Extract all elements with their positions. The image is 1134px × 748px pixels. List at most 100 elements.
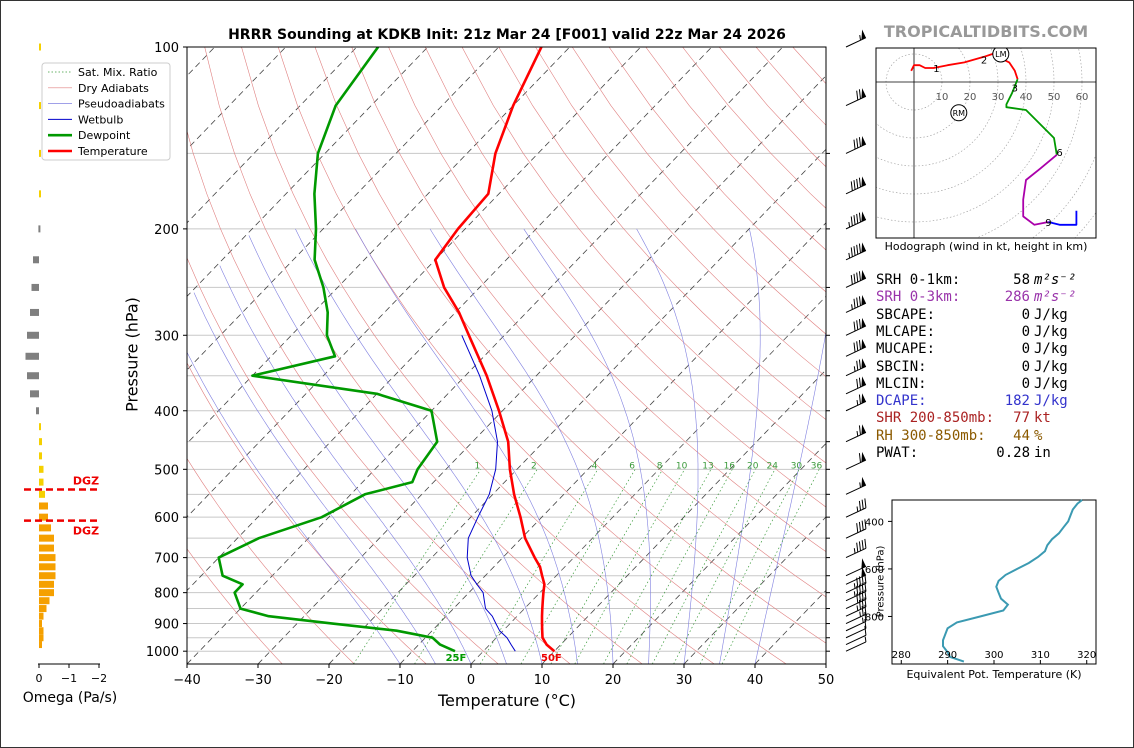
wind-barb-full xyxy=(861,540,864,550)
wind-barb-full xyxy=(850,274,853,285)
wind-barb-full xyxy=(858,453,861,463)
y-tick-label: 400 xyxy=(154,405,179,420)
wind-barb-full xyxy=(856,297,859,308)
hodo-storm-label: LM xyxy=(995,50,1006,59)
theta-e-x-tick-label: 310 xyxy=(1031,650,1050,661)
wind-barb-full xyxy=(853,298,856,309)
wind-barb-half xyxy=(856,506,859,512)
index-label: MLCIN: xyxy=(876,375,927,392)
hodograph-caption: Hodograph (wind in kt, height in km) xyxy=(884,240,1088,253)
y-tick-label: 200 xyxy=(154,223,179,238)
index-label: SBCAPE: xyxy=(876,306,936,323)
pseudoadiabat xyxy=(754,330,826,664)
wind-barb-flag xyxy=(861,558,866,569)
wind-barb xyxy=(845,519,867,539)
dry-adiabat xyxy=(241,47,715,664)
omega-bar xyxy=(39,597,50,605)
y-tick-label: 600 xyxy=(154,511,179,526)
index-value: 0 xyxy=(1021,341,1030,358)
wind-barb xyxy=(845,317,867,336)
hodo-segment xyxy=(1022,154,1058,226)
isotherm xyxy=(187,47,500,371)
wind-barb-full xyxy=(853,321,856,332)
dry-adiabat xyxy=(277,47,787,664)
y-tick-label: 700 xyxy=(154,552,179,567)
isotherm xyxy=(187,47,642,518)
theta-e-y-tick-label: 400 xyxy=(865,517,884,528)
omega-bar xyxy=(27,372,39,380)
wind-barb-flag xyxy=(861,338,866,350)
isotherm xyxy=(187,47,571,444)
wind-barb xyxy=(845,625,867,646)
index-label: SRH 0-1km: xyxy=(876,272,961,288)
mixing-ratio-line xyxy=(550,469,664,664)
pseudoadiabat xyxy=(429,228,614,664)
dry-adiabat xyxy=(204,47,643,664)
wind-barb-flag xyxy=(861,135,866,147)
index-unit: J/kg xyxy=(1034,341,1068,358)
wind-barb xyxy=(845,604,867,625)
wind-barb-half xyxy=(856,430,859,437)
index-unit: % xyxy=(1034,427,1043,444)
index-unit: in xyxy=(1034,445,1051,461)
omega-bar xyxy=(30,390,39,398)
mixing-ratio-label: 36 xyxy=(811,462,823,472)
wind-barb-full xyxy=(850,181,853,191)
wind-barb-flag xyxy=(861,424,866,435)
omega-bar xyxy=(39,190,41,198)
mixing-ratio-line xyxy=(479,469,599,664)
omega-bar xyxy=(39,452,42,460)
mixing-ratio-label: 13 xyxy=(702,462,713,472)
index-unit: J/kg xyxy=(1034,306,1068,323)
wind-barb-staff xyxy=(845,565,867,577)
omega-bar xyxy=(39,465,44,473)
mixing-ratio-label: 2 xyxy=(531,462,537,472)
wind-barb-flag xyxy=(861,211,866,222)
wind-barb xyxy=(845,566,867,585)
hodo-storm-marker xyxy=(992,48,1010,63)
wind-barb-flag xyxy=(861,476,866,488)
isotherm xyxy=(187,47,358,224)
legend-label: Pseudoadiabats xyxy=(78,98,165,111)
index-value: 286 xyxy=(1004,289,1030,306)
wind-barb-half xyxy=(851,304,853,310)
dgz-label: DGZ xyxy=(73,525,99,538)
isotherm xyxy=(541,369,826,664)
hodo-ring-label: 20 xyxy=(964,92,977,103)
skewt-plot-area: 1 2 4 6 8 10 13 16 20 24 30 36 xyxy=(187,47,826,664)
wind-barb-full xyxy=(858,212,861,223)
index-label: SRH 0-3km: xyxy=(876,289,961,306)
skewt-x-axis-label: Temperature (°C) xyxy=(437,691,577,710)
wind-barb-staff xyxy=(845,627,867,639)
isotherm xyxy=(187,47,429,297)
theta-e-y-axis-label: Pressure (hPa) xyxy=(875,545,887,618)
omega-bar xyxy=(39,102,41,110)
mixing-ratio-label: 10 xyxy=(676,462,688,472)
index-value: 0 xyxy=(1021,323,1030,340)
mixing-ratio-line xyxy=(520,469,636,664)
wind-barb-half xyxy=(864,636,867,642)
y-tick-label: 300 xyxy=(154,329,179,344)
wind-barb xyxy=(845,498,867,518)
dry-adiabat xyxy=(498,47,826,421)
wind-barb xyxy=(845,29,867,48)
index-row: MLCIN: 0 J/kg xyxy=(876,376,1088,392)
wind-barb-full xyxy=(858,296,861,306)
wind-barb-flag xyxy=(861,393,866,404)
x-tick-label: 30 xyxy=(676,673,693,688)
y-tick-label: 100 xyxy=(154,41,179,56)
wind-barb-full xyxy=(858,377,861,388)
index-row: SBCIN: 0 J/kg xyxy=(876,359,1088,375)
omega-bar xyxy=(39,627,44,635)
pseudoadiabat xyxy=(719,228,761,664)
omega-bar xyxy=(39,641,42,649)
wind-barb-full xyxy=(861,520,864,531)
wind-barb-half xyxy=(856,400,859,406)
pseudoadiabat xyxy=(193,292,436,664)
omega-bar xyxy=(39,620,42,628)
wind-barb-half xyxy=(861,617,864,623)
index-value: 0 xyxy=(1021,306,1030,323)
index-value: 0.28 xyxy=(996,445,1030,461)
mixing-ratio-label: 30 xyxy=(791,462,803,472)
wind-barb-full xyxy=(856,90,859,101)
